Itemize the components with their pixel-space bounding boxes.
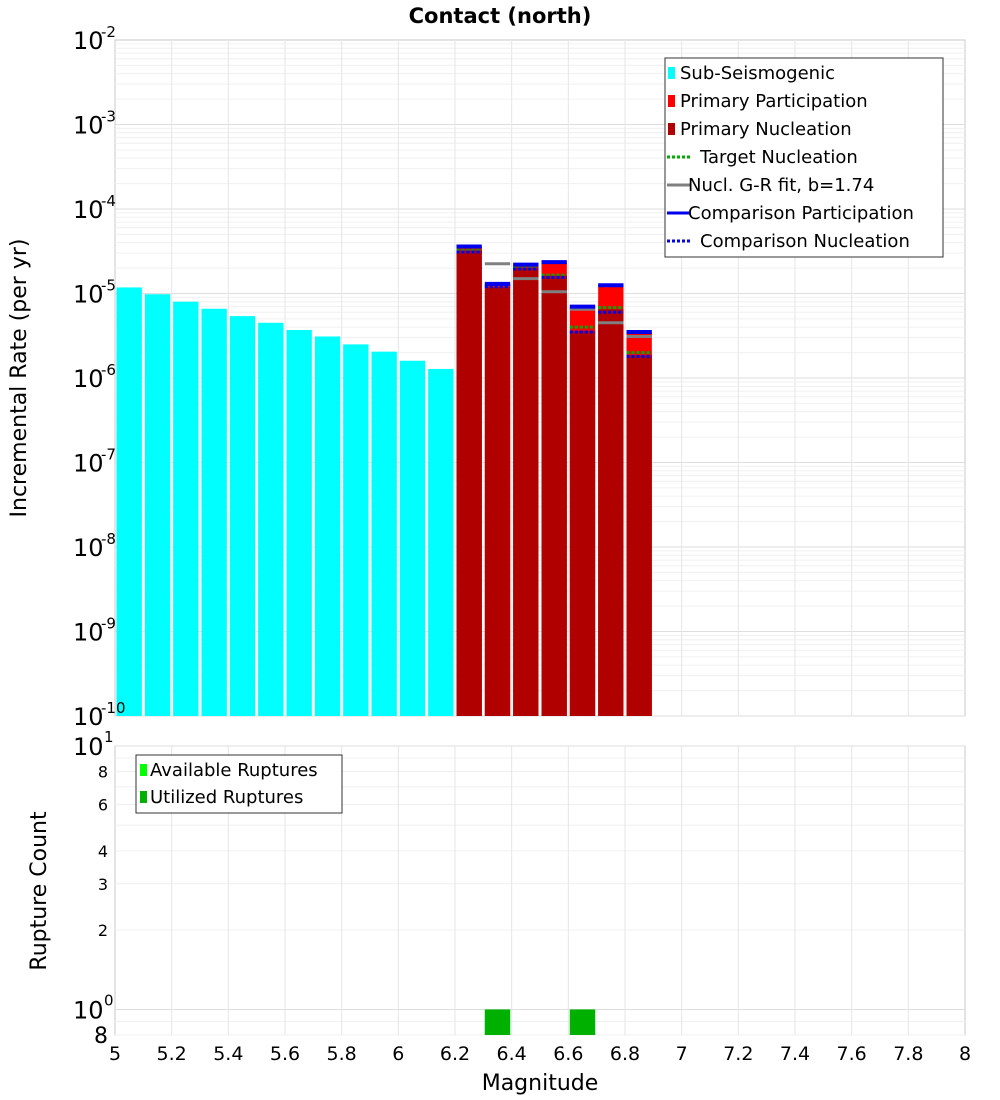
primary-nucleation-bar — [484, 286, 511, 716]
legend-label: Primary Nucleation — [680, 119, 852, 140]
sub-seismogenic-bar — [371, 351, 397, 716]
sub-seismogenic-bar — [116, 287, 142, 716]
y-minor-tick-label: 8 — [98, 763, 108, 782]
sub-seismogenic-bar — [343, 344, 369, 716]
legend-label: Primary Participation — [680, 91, 868, 112]
x-tick-label: 6.2 — [440, 1043, 470, 1065]
y-tick-exponent: -6 — [101, 361, 116, 379]
primary-nucleation-bar — [626, 355, 652, 716]
x-tick-label: 8 — [959, 1043, 971, 1065]
x-tick-label: 7.6 — [837, 1043, 867, 1065]
y-tick-label: 10 — [73, 196, 104, 224]
sub-seismogenic-bar — [314, 336, 341, 716]
y-tick-label: 10 — [73, 534, 104, 562]
legend-swatch — [668, 123, 675, 135]
rate-y-axis-label: Incremental Rate (per yr) — [7, 239, 32, 518]
y-tick-label: 10 — [73, 996, 104, 1024]
count-y-axis-label: Rupture Count — [27, 811, 52, 971]
x-tick-label: 7.8 — [893, 1043, 923, 1065]
x-tick-label: 6.4 — [497, 1043, 527, 1065]
utilized-ruptures-bar — [484, 1009, 511, 1035]
y-tick-exponent: -8 — [101, 530, 116, 548]
y-tick-exponent: -3 — [101, 108, 116, 126]
y-tick-exponent: 1 — [104, 728, 114, 746]
sub-seismogenic-bar — [286, 329, 312, 716]
y-minor-tick-label: 3 — [98, 875, 108, 894]
y-minor-tick-label: 6 — [98, 795, 108, 814]
y-tick-exponent: -4 — [101, 192, 116, 210]
sub-seismogenic-bar — [428, 368, 454, 716]
sub-seismogenic-bar — [201, 308, 227, 716]
x-tick-label: 5.2 — [157, 1043, 187, 1065]
x-tick-label: 6.8 — [610, 1043, 640, 1065]
y-minor-tick-label: 4 — [98, 842, 108, 861]
primary-nucleation-bar — [569, 330, 596, 716]
sub-seismogenic-bar — [229, 316, 256, 716]
y-tick-label: 10 — [73, 281, 104, 309]
y-tick-exponent: -9 — [101, 615, 116, 633]
x-tick-label: 7 — [676, 1043, 688, 1065]
primary-nucleation-bar — [456, 250, 482, 716]
sub-seismogenic-bar — [258, 322, 284, 716]
x-tick-label: 6 — [392, 1043, 404, 1065]
legend-label: Sub-Seismogenic — [680, 63, 835, 84]
legend-label: Comparison Nucleation — [700, 231, 910, 252]
y-minor-tick-label: 8 — [94, 1024, 108, 1049]
y-tick-label: 10 — [73, 112, 104, 140]
y-tick-label: 10 — [73, 733, 104, 761]
y-tick-label: 10 — [73, 365, 104, 393]
legend-label: Nucl. G-R fit, b=1.74 — [688, 175, 874, 196]
y-tick-label: 10 — [73, 450, 104, 478]
legend-label: Available Ruptures — [150, 760, 318, 781]
sub-seismogenic-bar — [173, 301, 199, 716]
legend-swatch — [668, 67, 675, 79]
legend-swatch — [140, 791, 147, 803]
x-tick-label: 5.6 — [270, 1043, 300, 1065]
rate-legend: Sub-Seismogenic Primary Participation Prim… — [664, 57, 944, 258]
primary-nucleation-bar — [513, 268, 539, 716]
y-tick-exponent: 0 — [104, 991, 114, 1009]
y-tick-exponent: -5 — [101, 277, 116, 295]
legend-swatch — [668, 95, 675, 107]
primary-nucleation-bar — [541, 276, 567, 716]
x-axis-label: Magnitude — [482, 1071, 599, 1096]
count-legend: Available Ruptures Utilized Ruptures — [135, 754, 343, 814]
primary-nucleation-bar — [598, 309, 624, 716]
x-tick-label: 6.6 — [553, 1043, 583, 1065]
y-tick-label: 10 — [73, 619, 104, 647]
x-tick-label: 5.4 — [213, 1043, 243, 1065]
x-tick-label: 5 — [109, 1043, 121, 1065]
legend-label: Comparison Participation — [688, 203, 914, 224]
sub-seismogenic-bar — [144, 294, 171, 716]
y-tick-label: 10 — [73, 703, 104, 731]
sub-seismogenic-bar — [399, 360, 426, 716]
y-minor-tick-label: 2 — [98, 921, 108, 940]
y-tick-label: 10 — [73, 27, 104, 55]
utilized-ruptures-bar — [569, 1009, 596, 1035]
chart-title: Contact (north) — [409, 4, 592, 28]
y-tick-exponent: -2 — [101, 23, 116, 41]
legend-label: Target Nucleation — [699, 147, 858, 168]
y-tick-exponent: -7 — [101, 446, 116, 464]
x-tick-label: 7.4 — [780, 1043, 810, 1065]
y-tick-exponent: -10 — [101, 699, 126, 717]
legend-label: Utilized Ruptures — [150, 787, 303, 808]
x-tick-label: 7.2 — [723, 1043, 753, 1065]
legend-swatch — [140, 764, 147, 776]
x-tick-label: 5.8 — [327, 1043, 357, 1065]
